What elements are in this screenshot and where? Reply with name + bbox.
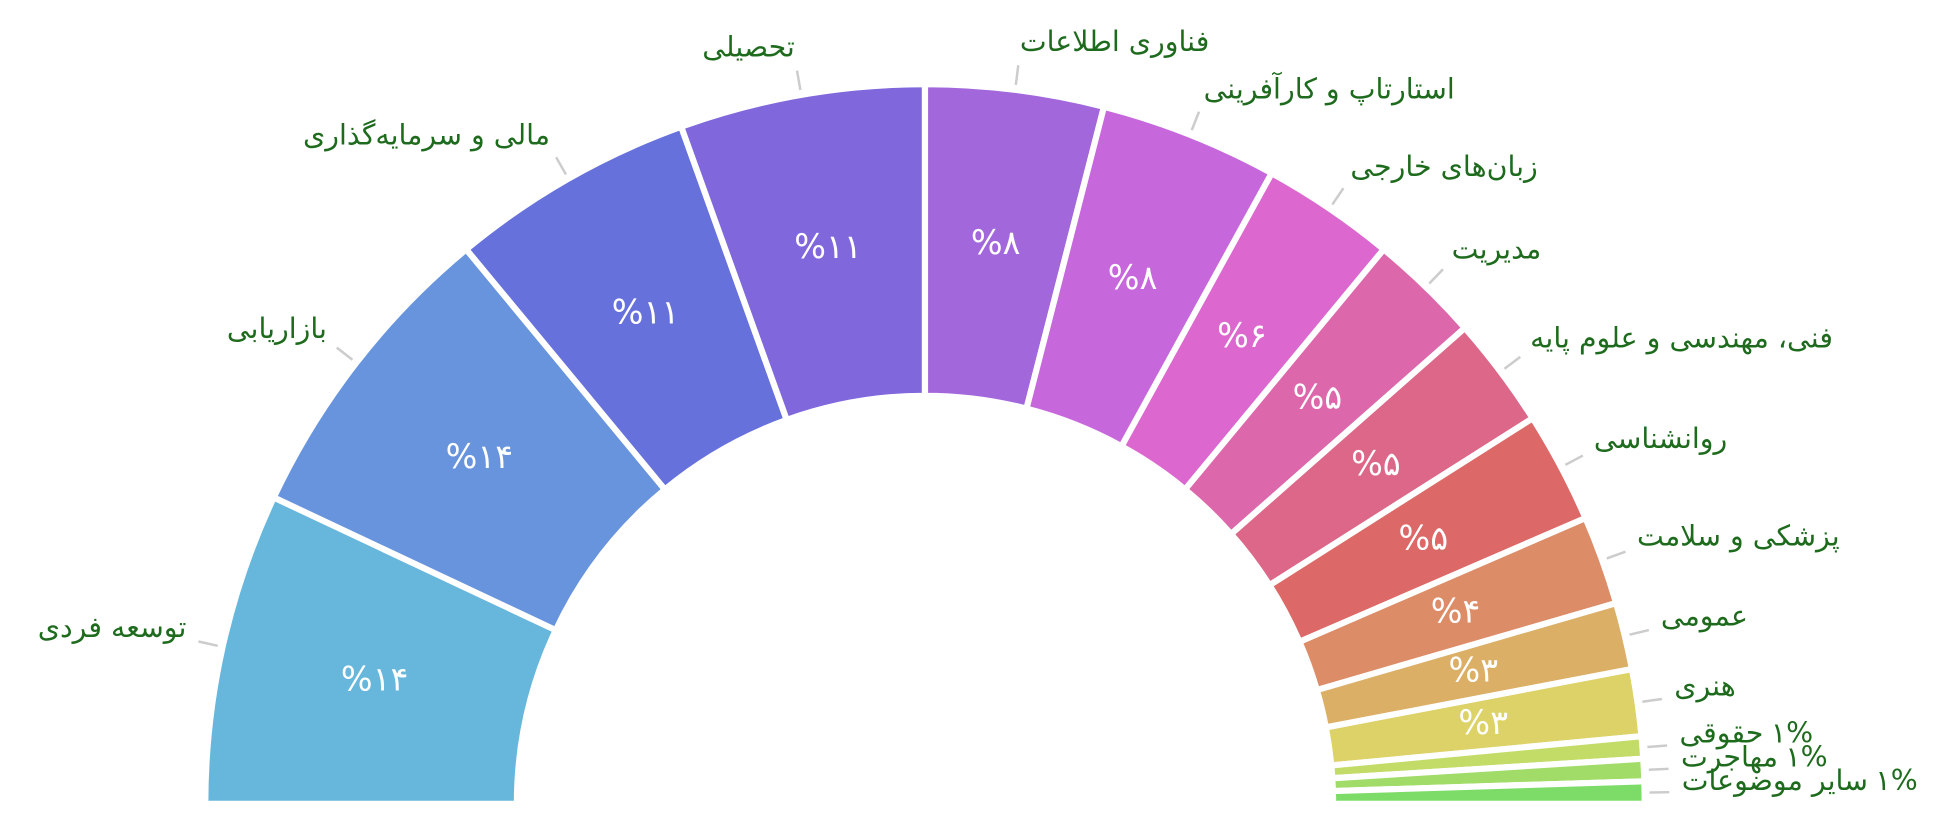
category-label: روانشناسی (1594, 422, 1727, 455)
category-label: پزشکی و سلامت (1637, 520, 1840, 553)
leader-line (1649, 769, 1669, 770)
value-label: %۶ (1217, 316, 1267, 355)
leader-line (198, 641, 217, 645)
value-label: %۵ (1399, 519, 1449, 558)
category-label: استارتاپ و کارآفرینی (1204, 71, 1455, 105)
leader-line (1647, 745, 1667, 747)
value-label: %۵ (1351, 444, 1401, 483)
leader-line (1429, 269, 1443, 283)
value-label: %۱۴ (446, 437, 514, 476)
leader-line (1642, 699, 1662, 702)
leader-line (797, 71, 800, 90)
leader-line (1504, 357, 1520, 369)
leader-line (1192, 112, 1199, 130)
category-label: زبان‌های خارجی (1350, 150, 1537, 183)
leader-line (1565, 456, 1582, 465)
value-label: %۵ (1293, 377, 1343, 416)
category-label: بازاریابی (227, 312, 327, 345)
leader-line (1016, 65, 1018, 85)
leader-line (1630, 630, 1649, 635)
category-label: سایر موضوعات (1682, 764, 1868, 797)
value-label: %۸ (971, 223, 1021, 262)
value-label: %۴ (1431, 591, 1481, 630)
category-label: مالی و سرمایه‌گذاری (303, 119, 550, 152)
category-label: مدیریت (1452, 233, 1542, 266)
category-label: فنی، مهندسی و علوم پایه (1530, 322, 1833, 355)
value-label: %۱۱ (794, 227, 862, 266)
category-label: عمومی (1661, 599, 1748, 632)
value-label: %۱۱ (612, 293, 680, 332)
category-label: توسعه فردی (38, 611, 187, 644)
category-label: هنری (1674, 669, 1736, 702)
leader-line (556, 157, 566, 174)
value-label: %۳ (1448, 651, 1498, 690)
leader-line (1332, 188, 1343, 204)
category-label: تحصیلی (702, 30, 795, 63)
value-label: ۱% (1875, 764, 1917, 797)
value-label: %۳ (1458, 703, 1508, 742)
value-label: %۱۴ (341, 659, 409, 698)
leader-line (337, 348, 353, 360)
value-label: %۸ (1108, 258, 1158, 297)
category-label: فناوری اطلاعات (1020, 25, 1210, 58)
leader-line (1607, 552, 1626, 559)
